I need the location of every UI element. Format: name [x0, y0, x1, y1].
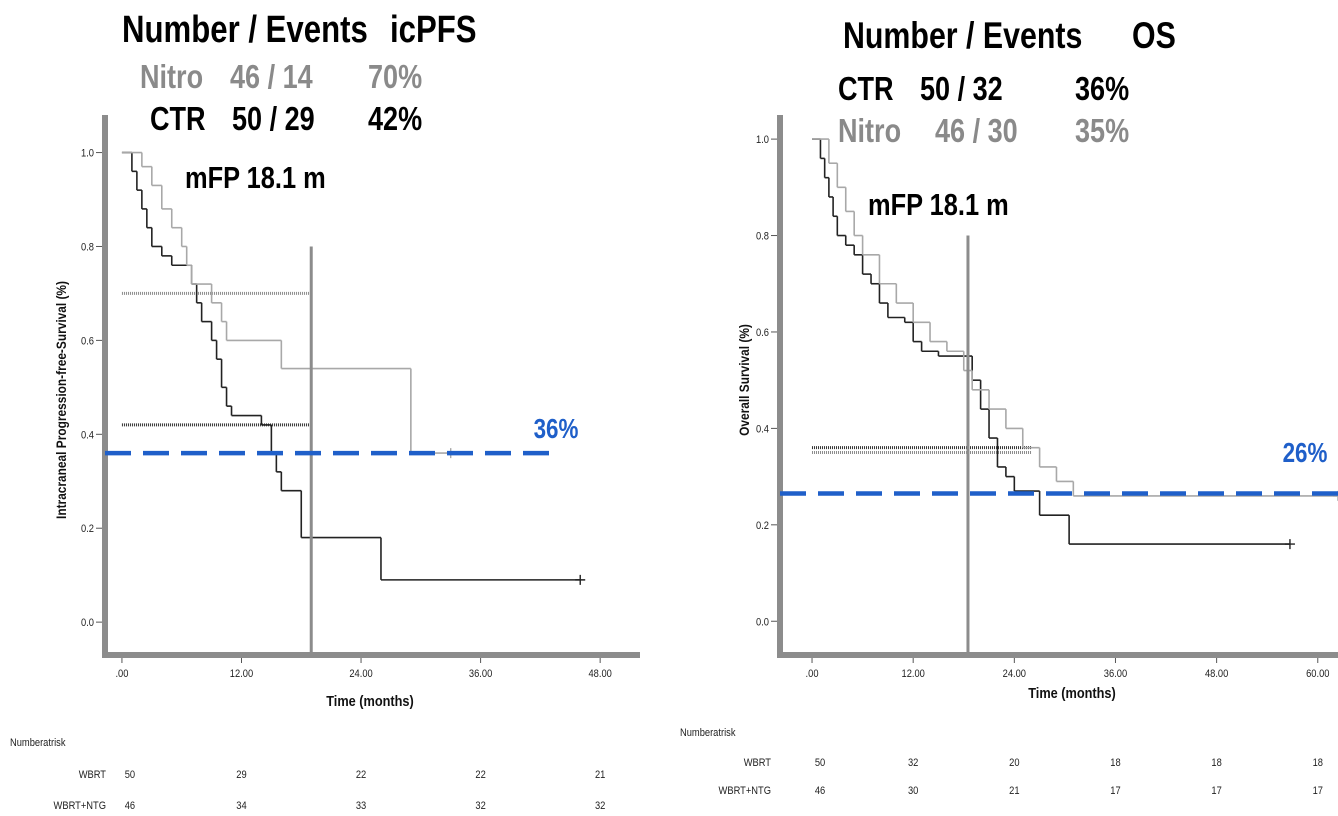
- risk-count: 34: [236, 800, 247, 812]
- y-tick-label: 0.6: [756, 327, 769, 339]
- risk-count: 32: [595, 800, 606, 812]
- annotation: Nitro: [838, 114, 901, 150]
- risk-count: 46: [125, 800, 136, 812]
- annotation: CTR: [150, 102, 206, 138]
- censor-mark: [575, 574, 586, 585]
- y-tick-label: 0.4: [756, 424, 769, 436]
- x-tick-label: 48.00: [1205, 668, 1229, 680]
- annotation: Number / Events: [122, 9, 368, 51]
- risk-count: 50: [815, 757, 826, 769]
- y-axis-title: Intracraneal Progression-free-Survival (…: [53, 281, 69, 519]
- x-axis-title: Time (months): [326, 692, 414, 709]
- x-tick-label: 36.00: [469, 668, 493, 680]
- censor-mark: [1284, 539, 1295, 550]
- risk-count: 20: [1009, 757, 1020, 769]
- risk-count: 22: [356, 769, 367, 781]
- annotation: 50 / 32: [920, 72, 1003, 108]
- annotation: 42%: [368, 102, 422, 138]
- risk-title: Numberatrisk: [680, 727, 736, 739]
- annotation: mFP 18.1 m: [185, 161, 326, 196]
- y-tick-label: 0.8: [81, 242, 94, 254]
- annotation: Nitro: [140, 60, 203, 96]
- x-tick-label: 24.00: [1003, 668, 1027, 680]
- risk-count: 17: [1110, 785, 1121, 797]
- risk-row-label: WBRT+NTG: [719, 785, 772, 797]
- annotation: 36%: [1075, 72, 1129, 108]
- risk-count: 18: [1313, 757, 1324, 769]
- y-tick-label: 1.0: [81, 148, 94, 160]
- risk-title: Numberatrisk: [10, 737, 66, 749]
- risk-count: 21: [595, 769, 606, 781]
- risk-count: 32: [908, 757, 919, 769]
- annotation: OS: [1132, 15, 1176, 57]
- y-tick-label: 0.0: [81, 618, 94, 630]
- x-tick-label: 24.00: [349, 668, 373, 680]
- y-tick-label: 0.8: [756, 231, 769, 243]
- risk-count: 21: [1009, 785, 1020, 797]
- censor-mark: [1333, 490, 1338, 501]
- annotation: 50 / 29: [232, 102, 315, 138]
- y-tick-label: 0.0: [756, 617, 769, 629]
- risk-count: 17: [1211, 785, 1222, 797]
- x-tick-label: .00: [806, 668, 819, 680]
- annotation: CTR: [838, 72, 894, 108]
- y-tick-label: 0.4: [81, 430, 94, 442]
- y-tick-label: 0.2: [756, 520, 769, 532]
- risk-count: 22: [475, 769, 486, 781]
- risk-count: 17: [1313, 785, 1324, 797]
- x-tick-label: 12.00: [902, 668, 926, 680]
- target-label: 26%: [1283, 438, 1328, 469]
- annotation: 46 / 30: [935, 114, 1018, 150]
- x-tick-label: 36.00: [1104, 668, 1128, 680]
- risk-count: 29: [236, 769, 247, 781]
- annotation: 70%: [368, 60, 422, 96]
- annotation: mFP 18.1 m: [868, 188, 1009, 223]
- y-tick-label: 1.0: [756, 134, 769, 146]
- risk-row-label: WBRT: [79, 769, 106, 781]
- risk-row-label: WBRT+NTG: [54, 800, 107, 812]
- x-tick-label: 12.00: [230, 668, 254, 680]
- y-tick-label: 0.2: [81, 524, 94, 536]
- risk-count: 33: [356, 800, 367, 812]
- x-axis-title: Time (months): [1028, 684, 1116, 701]
- risk-count: 32: [475, 800, 486, 812]
- risk-count: 46: [815, 785, 826, 797]
- y-tick-label: 0.6: [81, 336, 94, 348]
- x-tick-label: 48.00: [588, 668, 612, 680]
- target-label: 36%: [534, 414, 579, 445]
- x-tick-label: .00: [115, 668, 128, 680]
- risk-count: 30: [908, 785, 919, 797]
- annotation: Number / Events: [843, 15, 1082, 57]
- annotation: icPFS: [390, 9, 477, 51]
- annotation: 46 / 14: [230, 60, 313, 96]
- x-tick-label: 60.00: [1306, 668, 1330, 680]
- y-axis-title: Overall Survival (%): [736, 324, 752, 436]
- risk-count: 18: [1110, 757, 1121, 769]
- risk-count: 18: [1211, 757, 1222, 769]
- risk-count: 50: [125, 769, 136, 781]
- annotation: 35%: [1075, 114, 1129, 150]
- risk-row-label: WBRT: [744, 757, 771, 769]
